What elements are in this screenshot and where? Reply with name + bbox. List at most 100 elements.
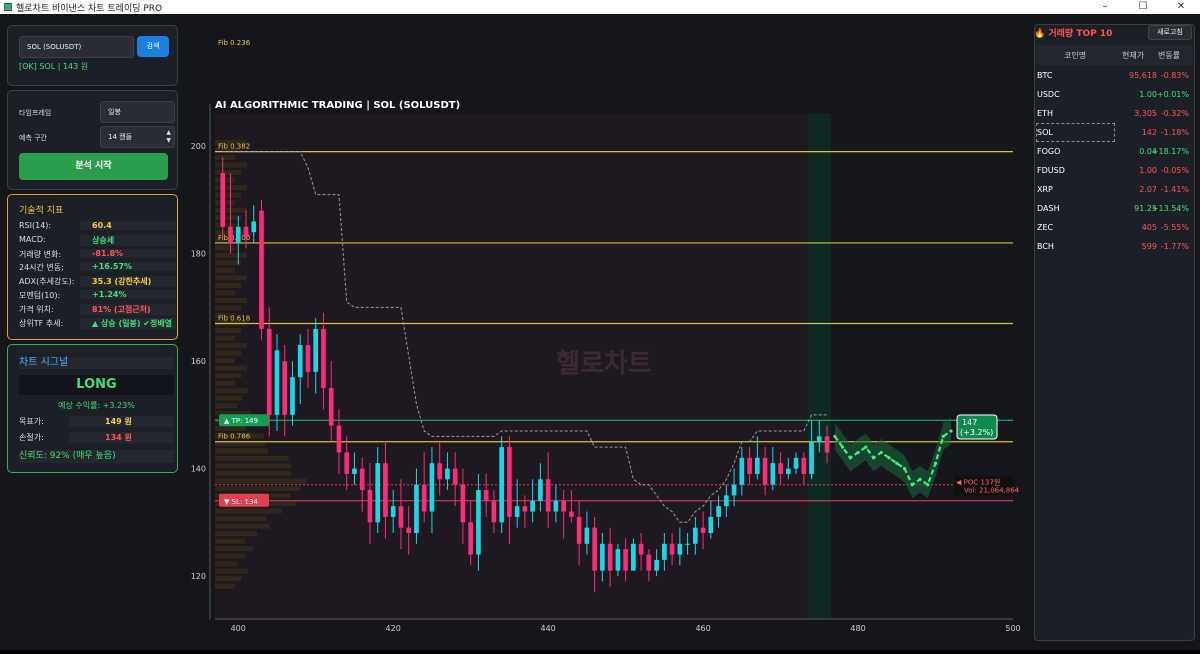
candle-body <box>313 328 319 372</box>
candle-body <box>367 490 373 523</box>
tech-row: ADX(추세강도): 35.3 (강한추세) <box>19 276 176 288</box>
candle-body <box>545 479 551 512</box>
tech-label: 24시간 변동: <box>19 263 64 273</box>
maximize-button[interactable]: ☐ <box>1138 1 1148 12</box>
x-tick-label: 460 <box>695 624 710 633</box>
tech-value: ▲ 상승 (일봉) ✔정배열 <box>80 317 176 329</box>
volume-profile-bar <box>215 252 247 258</box>
coin-row-fogo[interactable]: FOGO 0.04 +18.17% <box>1036 143 1193 160</box>
candle-body <box>600 543 605 571</box>
tech-title: 기술적 지표 <box>19 206 64 216</box>
refresh-button[interactable]: 새로고침 <box>1148 25 1192 40</box>
volume-profile-bar <box>215 343 248 349</box>
timeframe-select[interactable]: 일봉 <box>100 101 175 123</box>
settings-panel: 타임프레임 일봉 예측 구간 14 캔들 ▲ ▼ 분석 시작 <box>7 90 178 190</box>
top10-header: 코인명 현재가 변동률 <box>1036 45 1193 65</box>
candle-body <box>274 350 280 415</box>
price-chart[interactable]: 120 140 160 180 200 400 420 440 460 480 500 헬로차트 AI … <box>180 14 1030 650</box>
coin-price: 405 <box>1141 223 1157 232</box>
candle-body <box>646 554 652 571</box>
header-price: 현재가 <box>1122 51 1145 60</box>
current-region <box>807 114 831 619</box>
tech-label: 거래량 변화: <box>19 249 62 259</box>
candle-body <box>336 425 342 453</box>
tech-label: RSI(14): <box>19 221 52 230</box>
prediction-badge <box>956 414 998 440</box>
poc-volume: Vol: 21,064,864 <box>964 487 1020 495</box>
volume-profile-bar <box>215 523 271 529</box>
coin-row-sol[interactable]: SOL 142 -1.18% <box>1036 124 1193 141</box>
timeframe-value: 일봉 <box>108 108 121 116</box>
candle-body <box>724 495 729 507</box>
forecast-point <box>933 461 938 465</box>
volume-profile-bar <box>215 365 248 371</box>
stop-value: 134 원 <box>69 432 174 443</box>
stop-row: 손절가: 134 원 <box>19 432 174 444</box>
coin-change: +13.54% <box>1151 204 1189 213</box>
watermark: 헬로차트 <box>556 349 652 379</box>
coin-row-eth[interactable]: ETH 3,305 -0.32% <box>1036 105 1193 122</box>
coin-row-bch[interactable]: BCH 599 -1.77% <box>1036 238 1193 255</box>
fib-label: Fib 0.786 <box>218 433 251 441</box>
forecast-point <box>887 456 891 460</box>
spin-arrows-icon[interactable]: ▲ ▼ <box>166 129 171 144</box>
y-tick-label: 160 <box>191 357 206 366</box>
volume-profile-bar <box>215 478 307 484</box>
x-tick-label: 440 <box>541 624 556 633</box>
analyze-button[interactable]: 분석 시작 <box>19 153 168 180</box>
coin-row-fdusd[interactable]: FDUSD 1.00 -0.05% <box>1036 162 1193 179</box>
volume-profile-bar <box>215 170 241 176</box>
search-button[interactable]: 검색 <box>137 36 169 57</box>
volume-profile-bar <box>215 583 236 589</box>
coin-price: 95,618 <box>1129 71 1157 80</box>
close-button[interactable]: ✕ <box>1176 1 1186 12</box>
candle-body <box>507 447 512 517</box>
candle-body <box>654 559 659 571</box>
forecast-point <box>895 461 899 465</box>
chart-area[interactable]: 120 140 160 180 200 400 420 440 460 480 500 헬로차트 AI … <box>180 14 1030 650</box>
coin-row-btc[interactable]: BTC 95,618 -0.83% <box>1036 67 1193 84</box>
tech-row: 24시간 변동: +16.57% <box>19 262 176 274</box>
coin-row-dash[interactable]: DASH 91.25 +13.54% <box>1036 200 1193 217</box>
symbol-search-input[interactable]: SOL (SOLUSDT) <box>19 36 134 58</box>
candle-body <box>762 457 768 485</box>
candle-body <box>569 511 574 517</box>
confidence: 신뢰도: 92% (매우 높음) <box>19 450 174 463</box>
header-change: 변동률 <box>1158 51 1181 60</box>
tech-row: 거래량 변화: -81.8% <box>19 248 176 261</box>
target-value: 149 원 <box>69 416 174 427</box>
coin-row-zec[interactable]: ZEC 405 -5.55% <box>1036 219 1193 236</box>
candle-body <box>321 328 326 388</box>
coin-price: 2.07 <box>1139 185 1157 194</box>
candle-body <box>514 506 520 517</box>
candle-body <box>251 221 257 233</box>
coin-row-xrp[interactable]: XRP 2.07 -1.41% <box>1036 181 1193 198</box>
coin-change: +0.01% <box>1156 90 1189 99</box>
candle-body <box>437 463 443 480</box>
volume-profile-bar <box>215 395 243 401</box>
volume-profile-bar <box>215 553 245 559</box>
forecast-point <box>848 456 852 460</box>
volume-profile-bar <box>215 328 242 334</box>
coin-name: USDC <box>1037 90 1060 99</box>
candle-body <box>592 527 597 571</box>
volume-profile-bar <box>215 531 257 537</box>
volume-profile-bar <box>215 147 241 153</box>
candle-body <box>359 468 365 491</box>
window-controls: – ☐ ✕ <box>1086 0 1200 14</box>
top10-title: 🔥 거래량 TOP 10 <box>1034 29 1113 39</box>
volume-profile-bar <box>215 358 236 364</box>
coin-row-usdc[interactable]: USDC 1.00 +0.01% <box>1036 86 1193 103</box>
sl-badge <box>219 493 269 507</box>
target-label: 목표가: <box>19 417 44 426</box>
candle-body <box>538 479 543 501</box>
volume-profile-bar <box>215 305 241 311</box>
candle-body <box>421 484 427 512</box>
tech-row: 모멘텀(10): +1.24% <box>19 290 176 302</box>
coin-name: ETH <box>1037 109 1053 118</box>
minimize-button[interactable]: – <box>1102 1 1108 12</box>
forecast-point <box>926 483 930 487</box>
forecast-point <box>833 434 837 438</box>
forecast-point <box>918 477 922 481</box>
forecast-spinbox[interactable]: 14 캔들 ▲ ▼ <box>100 126 175 148</box>
